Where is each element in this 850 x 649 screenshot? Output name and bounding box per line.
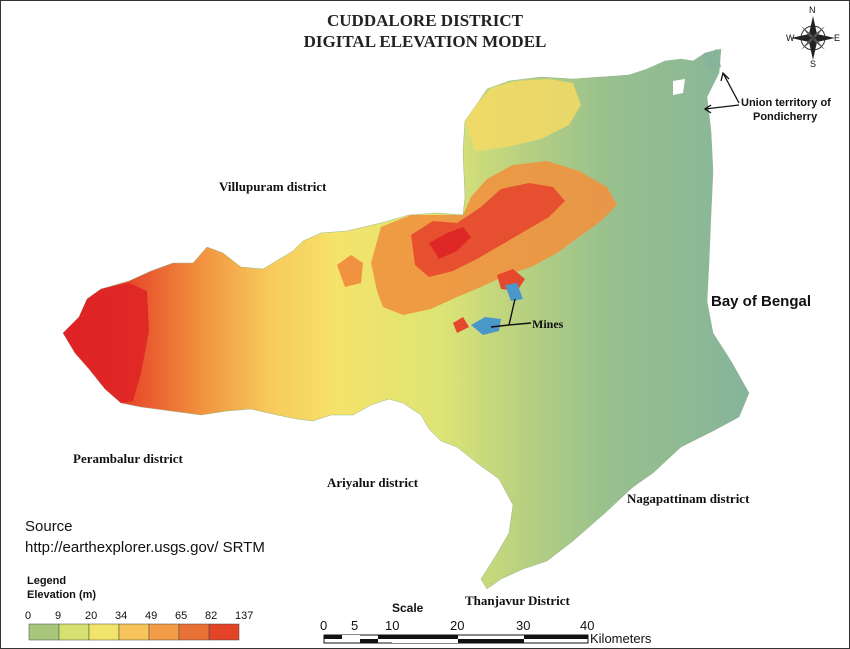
legend-tick-label: 20 bbox=[85, 610, 98, 622]
legend-swatches bbox=[28, 623, 240, 641]
compass-w: W bbox=[786, 33, 795, 43]
pondicherry-islet bbox=[703, 49, 721, 71]
label-nagapattinam: Nagapattinam district bbox=[627, 491, 750, 506]
label-villupuram: Villupuram district bbox=[219, 179, 327, 194]
pondicherry-islet-2 bbox=[673, 79, 685, 95]
scale-tick-label: 10 bbox=[385, 618, 400, 633]
label-mines: Mines bbox=[532, 317, 564, 331]
cuddalore-district-shape bbox=[62, 48, 750, 590]
label-ut-line2: Pondicherry bbox=[753, 111, 818, 123]
scale-bar bbox=[323, 634, 589, 644]
legend-tick-label: 34 bbox=[115, 610, 128, 622]
scale-tick-label: 0 bbox=[320, 618, 328, 633]
compass-s: S bbox=[810, 59, 817, 69]
ut-arrow-2 bbox=[704, 104, 740, 110]
legend-tick-label: 9 bbox=[55, 610, 62, 622]
legend-title: Legend bbox=[27, 575, 67, 587]
mine-pit-north bbox=[497, 269, 525, 291]
legend-tick-label: 49 bbox=[145, 610, 158, 622]
mine-pit-north-water bbox=[505, 283, 523, 301]
mine-pit-south-water bbox=[471, 317, 501, 335]
ut-arrowhead-1 bbox=[720, 71, 730, 82]
scale-unit: Kilometers bbox=[590, 631, 652, 646]
northern-upland-zone bbox=[465, 79, 581, 151]
orange-outlier-2 bbox=[453, 317, 469, 333]
compass-n: N bbox=[809, 5, 816, 15]
mines-pointer bbox=[490, 298, 532, 328]
legend-tick-label: 65 bbox=[175, 610, 188, 622]
scale-tick-label: 5 bbox=[351, 618, 359, 633]
western-highland bbox=[63, 283, 149, 403]
legend-tick-label: 82 bbox=[205, 610, 218, 622]
orange-outlier-1 bbox=[337, 255, 363, 287]
map-title-line2: DIGITAL ELEVATION MODEL bbox=[303, 32, 547, 51]
label-perambalur: Perambalur district bbox=[73, 451, 183, 466]
map-title-line1: CUDDALORE DISTRICT bbox=[326, 11, 523, 30]
label-ut-line1: Union territory of bbox=[741, 97, 831, 109]
label-thanjavur: Thanjavur District bbox=[465, 593, 570, 608]
scale-title: Scale bbox=[392, 601, 424, 615]
compass-rose bbox=[791, 16, 835, 60]
ut-arrowhead-2 bbox=[703, 104, 712, 114]
peak-core bbox=[429, 227, 471, 259]
legend-tick-label: 0 bbox=[25, 610, 32, 622]
scale-tick-label: 40 bbox=[580, 618, 595, 633]
ut-arrow-1 bbox=[722, 72, 740, 104]
label-bay-of-bengal: Bay of Bengal bbox=[711, 293, 812, 310]
legend-subtitle: Elevation (m) bbox=[27, 589, 97, 601]
source-label: Source bbox=[25, 518, 73, 535]
scale-tick-label: 30 bbox=[516, 618, 531, 633]
label-ariyalur: Ariyalur district bbox=[327, 475, 419, 490]
scale-tick-label: 20 bbox=[450, 618, 465, 633]
compass-e: E bbox=[834, 33, 841, 43]
legend-tick-label: 137 bbox=[235, 610, 254, 622]
source-url: http://earthexplorer.usgs.gov/ SRTM bbox=[25, 539, 265, 556]
